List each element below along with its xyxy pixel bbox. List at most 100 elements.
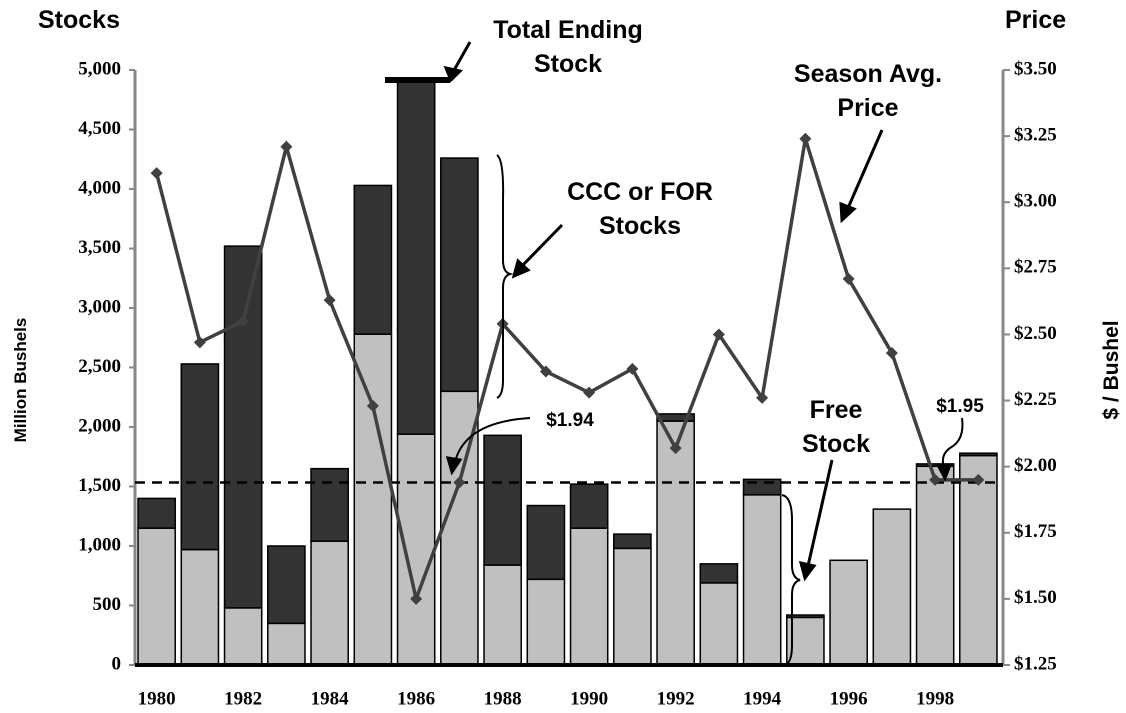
price-marker [669, 442, 682, 455]
price-marker [410, 592, 423, 605]
y-tick-label: 500 [93, 594, 122, 615]
x-tick-label: 1984 [311, 688, 350, 709]
y-tick-label: 0 [112, 653, 122, 674]
arrow [451, 41, 472, 73]
annotation-line: $1.95 [936, 396, 984, 417]
bar-segment [786, 614, 825, 619]
y-tick-label: 4,500 [78, 118, 121, 139]
y2-tick-label: $1.25 [1014, 653, 1057, 674]
arrow [846, 129, 884, 209]
bar-segment [137, 527, 176, 666]
bar-segment [656, 420, 695, 666]
arrow-head [839, 201, 857, 224]
arrow [941, 417, 964, 469]
price-marker [366, 399, 379, 412]
price-marker [756, 391, 769, 404]
x-tick-label: 1998 [916, 688, 954, 709]
x-tick-label: 1996 [830, 688, 868, 709]
y-tick-label: 5,000 [78, 58, 121, 79]
bar-segment [223, 607, 263, 666]
annotation: Season Avg. Price [794, 60, 942, 122]
y2-tick-label: $1.75 [1014, 521, 1057, 542]
bar-segment [137, 497, 176, 529]
bar-segment [267, 545, 306, 625]
bar-segment [353, 184, 393, 335]
bar-segment [915, 465, 955, 666]
bar-segment [699, 582, 739, 666]
x-tick-label: 1982 [224, 688, 262, 709]
x-tick-label: 1994 [743, 688, 782, 709]
annotation-line: Total Ending [493, 16, 643, 44]
bar-segment [959, 452, 998, 457]
price-line [154, 138, 979, 606]
x-tick-label: 1986 [397, 688, 435, 709]
price-marker [885, 346, 898, 359]
brace [781, 494, 801, 666]
bar-segment [526, 578, 566, 666]
price-marker [280, 140, 293, 153]
y2-tick-label: $3.00 [1014, 191, 1057, 212]
y2-axis-label: $ / Bushel [1100, 320, 1123, 419]
arrow-head [935, 463, 953, 482]
y-tick-label: 1,500 [78, 475, 121, 496]
annotation: Total Ending Stock [493, 16, 643, 78]
annotation-line: Free [810, 396, 863, 424]
bar-segment [699, 563, 739, 584]
annotation: CCC or FOR Stocks [567, 178, 713, 240]
y2-tick-label: $3.50 [1014, 58, 1057, 79]
bar-segment [742, 494, 782, 666]
annotation: $1.94 [546, 410, 594, 431]
plot: 0 500 1,000 1,500 2,000 2,500 3,000 3,500 4,000 4… [78, 58, 1057, 709]
x-tick-label: 1980 [138, 688, 176, 709]
annotation-line: Stock [534, 50, 602, 78]
annotation-line: Stocks [599, 212, 681, 240]
y-tick-label: 2,500 [78, 356, 121, 377]
bar-segment [569, 483, 609, 529]
bar-segment [310, 467, 349, 542]
price-marker [842, 272, 855, 285]
arrow-head [798, 560, 817, 582]
bar-segment [310, 540, 349, 666]
annotation-line: $1.94 [546, 410, 594, 431]
price-marker [193, 336, 206, 349]
bar-segment [613, 533, 652, 550]
arrow-head [511, 258, 531, 279]
bar-segment [915, 463, 955, 468]
y2-tick-label: $2.50 [1014, 323, 1057, 344]
arrow [454, 417, 531, 463]
y-axis-label: Million Bushels [11, 318, 30, 443]
bar-segment [440, 157, 479, 393]
annotation-line: Price [837, 94, 898, 122]
bar-segment [180, 363, 220, 551]
price-marker [929, 473, 942, 486]
price-marker [237, 315, 250, 328]
bar-segment [353, 333, 393, 666]
bar-segment [829, 559, 868, 666]
bar-segment [569, 527, 609, 666]
x-tick-label: 1988 [484, 688, 522, 709]
right-title: Price [1005, 6, 1066, 34]
price-marker [583, 386, 596, 399]
bar-segment [396, 81, 436, 435]
brace [496, 154, 514, 399]
price-marker [453, 476, 466, 489]
annotation: $1.95 [936, 396, 984, 417]
price-marker [323, 294, 336, 307]
y2-tick-label: $2.00 [1014, 455, 1057, 476]
y-tick-label: 1,000 [78, 534, 121, 555]
bar-segment [223, 245, 263, 609]
y-tick-label: 3,500 [78, 237, 121, 258]
bar-segment [613, 547, 652, 666]
annotation-line: CCC or FOR [567, 178, 713, 206]
arrow-head [445, 456, 463, 476]
price-marker [539, 365, 552, 378]
arrow [520, 223, 564, 268]
annotation-line: Stock [802, 430, 870, 458]
price-marker [712, 328, 725, 341]
annotation: Free Stock [802, 396, 870, 458]
price-marker [799, 132, 812, 145]
bar-segment [959, 454, 998, 666]
y2-tick-label: $3.25 [1014, 124, 1057, 145]
bar-segment [526, 504, 566, 581]
